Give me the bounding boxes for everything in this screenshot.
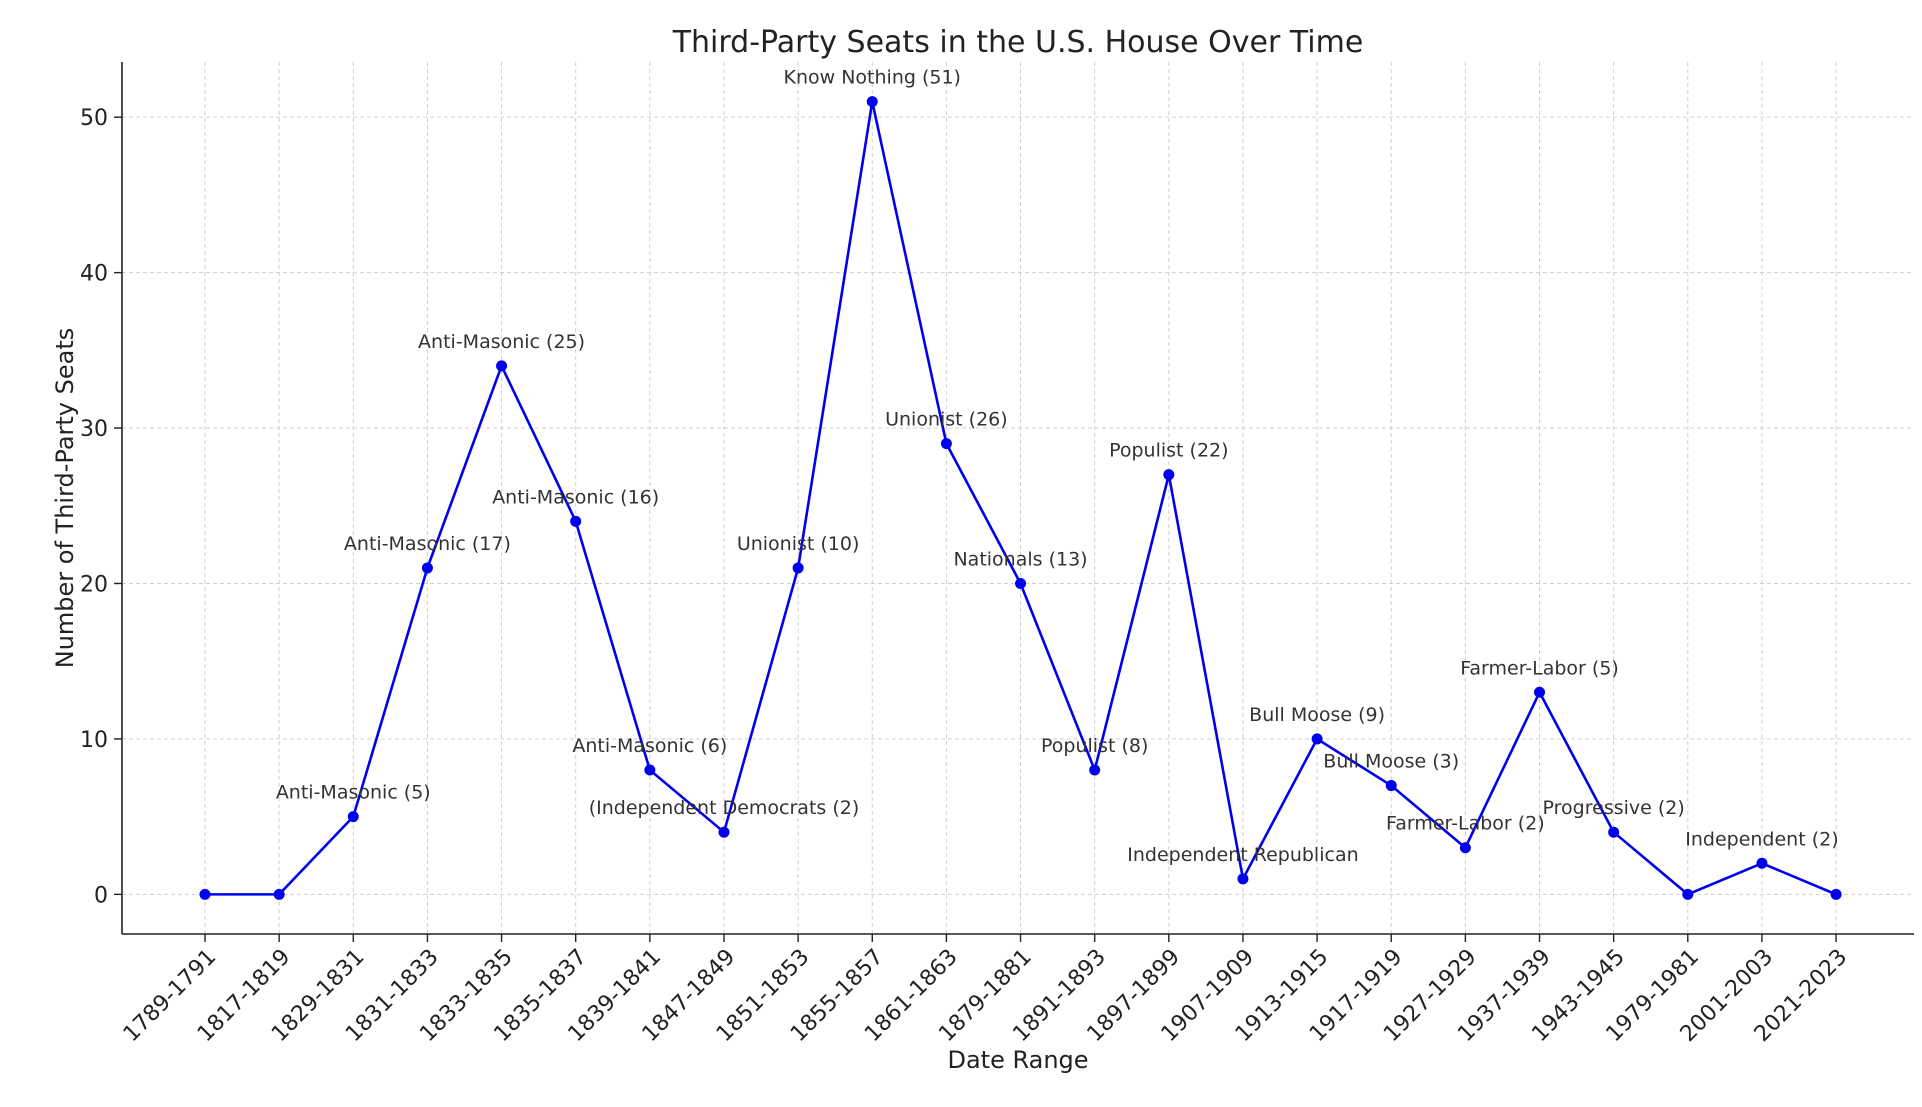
grid-layer: [122, 62, 1914, 934]
data-point: [1089, 764, 1101, 776]
data-point: [1756, 857, 1768, 869]
data-point: [347, 811, 359, 823]
data-point: [1311, 733, 1323, 745]
data-point: [421, 562, 433, 574]
data-point: [1830, 888, 1842, 900]
data-point: [1682, 888, 1694, 900]
data-annotation: Unionist (26): [885, 409, 1008, 431]
data-point: [1385, 780, 1397, 792]
data-point: [792, 562, 804, 574]
y-tick-label: 50: [80, 106, 108, 131]
data-annotation: Independent Republican: [1127, 844, 1358, 866]
data-annotation: Independent (2): [1685, 828, 1838, 850]
data-annotation: Bull Moose (9): [1249, 704, 1385, 726]
data-annotation: Progressive (2): [1543, 797, 1685, 819]
series-layer: [199, 96, 1842, 900]
data-point: [273, 888, 285, 900]
x-axis-label: Date Range: [947, 1046, 1088, 1074]
data-annotation: Bull Moose (3): [1323, 751, 1459, 773]
data-point: [644, 764, 656, 776]
data-point: [1015, 577, 1027, 589]
data-point: [1608, 826, 1620, 838]
data-annotation: Populist (8): [1041, 735, 1148, 757]
axes-layer: [121, 62, 1914, 935]
ticks-layer: 010203040501789-17911817-18191829-183118…: [80, 106, 1852, 1047]
data-point: [199, 888, 211, 900]
annotations-layer: Anti-Masonic (5) Anti-Masonic (17) Anti-Ma…: [276, 67, 1839, 866]
y-tick-label: 0: [94, 883, 108, 908]
y-axis-label: Number of Third-Party Seats: [51, 328, 79, 669]
y-tick-label: 20: [80, 572, 108, 597]
data-annotation: Unionist (10): [737, 533, 860, 555]
data-point: [1459, 842, 1471, 854]
y-tick-label: 10: [80, 728, 108, 753]
data-annotation: Anti-Masonic (16): [492, 486, 659, 508]
data-point: [1163, 469, 1175, 481]
data-annotation: Know Nothing (51): [784, 67, 961, 89]
data-annotation: Anti-Masonic (17): [344, 533, 511, 555]
data-point: [1534, 686, 1546, 698]
data-annotation: Farmer-Labor (5): [1460, 657, 1619, 679]
data-point: [570, 515, 582, 527]
y-tick-label: 40: [80, 262, 108, 287]
data-point: [1237, 873, 1249, 885]
data-annotation: Populist (22): [1109, 440, 1228, 462]
data-annotation: Farmer-Labor (2): [1386, 813, 1545, 835]
data-point: [866, 96, 878, 108]
data-point: [718, 826, 730, 838]
data-annotation: Anti-Masonic (5): [276, 782, 431, 804]
y-tick-label: 30: [80, 417, 108, 442]
data-point: [940, 438, 952, 450]
data-annotation: Anti-Masonic (25): [418, 331, 585, 353]
data-annotation: (Independent Democrats (2): [589, 797, 860, 819]
data-point: [496, 360, 508, 372]
data-annotation: Nationals (13): [953, 548, 1087, 570]
chart-title: Third-Party Seats in the U.S. House Over…: [672, 25, 1364, 60]
data-annotation: Anti-Masonic (6): [572, 735, 727, 757]
